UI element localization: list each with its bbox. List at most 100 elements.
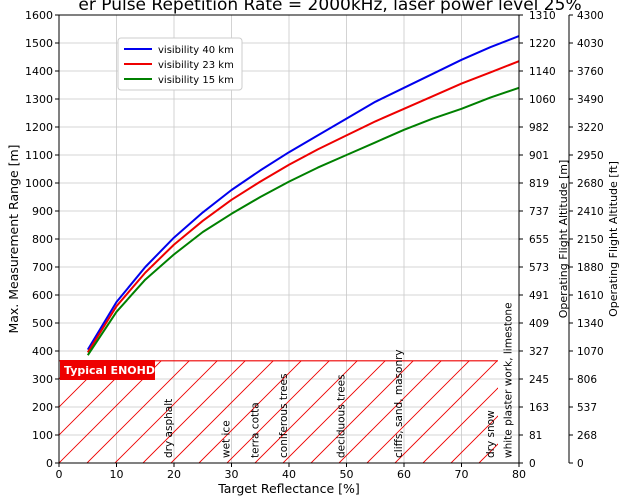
right-m-tick-label: 1060 bbox=[529, 94, 556, 106]
y-tick-label: 200 bbox=[32, 401, 53, 414]
hatch-line bbox=[478, 443, 498, 463]
right-ft-tick-label: 1340 bbox=[577, 318, 604, 330]
right-ft-tick-label: 2150 bbox=[577, 234, 604, 246]
right-m-tick-label: 491 bbox=[529, 290, 549, 302]
y-tick-label: 100 bbox=[32, 429, 53, 442]
surface-label: wet ice bbox=[221, 420, 233, 458]
x-tick-label: 40 bbox=[282, 468, 296, 481]
right-ft-tick-label: 4030 bbox=[577, 38, 604, 50]
right-m-tick-label: 409 bbox=[529, 318, 549, 330]
y-tick-label: 0 bbox=[46, 457, 53, 470]
right-m-tick-label: 1310 bbox=[529, 10, 556, 22]
y-tick-label: 1300 bbox=[25, 93, 53, 106]
y-axis-label: Max. Measurement Range [m] bbox=[6, 144, 21, 333]
hatch-line bbox=[282, 360, 386, 463]
hatch-line bbox=[114, 360, 218, 463]
y-tick-label: 400 bbox=[32, 345, 53, 358]
y-axis-ticks: 0 100 200 300 400 500 600 700 800 900 1000 1100 1200… bbox=[25, 9, 59, 470]
y-tick-label: 800 bbox=[32, 233, 53, 246]
legend: visibility 40 km visibility 23 km visibili… bbox=[117, 37, 243, 91]
hatch-line bbox=[450, 415, 498, 463]
hatch-line bbox=[226, 360, 330, 463]
right-ft-tick-label: 1880 bbox=[577, 262, 604, 274]
hatch-line bbox=[142, 360, 246, 463]
y-tick-label: 1500 bbox=[25, 37, 53, 50]
legend-entry: visibility 40 km bbox=[158, 45, 234, 56]
hatch-line bbox=[394, 360, 498, 463]
x-tick-label: 70 bbox=[455, 468, 469, 481]
series-line-2 bbox=[86, 60, 519, 353]
right-ft-tick-label: 1070 bbox=[577, 346, 604, 358]
right-ft-tick-label: 3490 bbox=[577, 94, 604, 106]
surface-label: terra cotta bbox=[249, 402, 261, 458]
right-ft-tick-label: 537 bbox=[577, 402, 597, 414]
enohd-label: Typical ENOHD bbox=[64, 364, 155, 377]
right-axis-ft-label: Operating Flight Altitude [ft] bbox=[607, 161, 620, 317]
right-m-tick-label: 0 bbox=[529, 458, 536, 470]
surface-label: deciduous trees bbox=[336, 374, 348, 458]
y-tick-label: 1400 bbox=[25, 65, 53, 78]
series-lines bbox=[86, 35, 519, 356]
x-axis-ticks: 0 10 20 30 40 50 60 70 80 bbox=[56, 463, 526, 481]
hatch-line bbox=[0, 361, 21, 463]
legend-entry: visibility 15 km bbox=[158, 75, 234, 86]
right-m-tick-label: 982 bbox=[529, 122, 549, 134]
right-ft-tick-label: 2950 bbox=[577, 150, 604, 162]
right-ft-tick-label: 4300 bbox=[577, 10, 604, 22]
right-ft-tick-label: 3760 bbox=[577, 66, 604, 78]
surface-label: coniferous trees bbox=[278, 374, 290, 459]
hatch-line bbox=[422, 387, 498, 463]
right-m-tick-label: 1140 bbox=[529, 66, 556, 78]
y-tick-label: 300 bbox=[32, 373, 53, 386]
hatch-line bbox=[338, 360, 442, 463]
right-ft-tick-label: 1610 bbox=[577, 290, 604, 302]
hatch-line bbox=[310, 360, 414, 463]
x-tick-label: 10 bbox=[110, 468, 124, 481]
y-tick-label: 1000 bbox=[25, 177, 53, 190]
y-tick-label: 900 bbox=[32, 205, 53, 218]
series-line-1 bbox=[86, 35, 519, 351]
x-tick-label: 20 bbox=[167, 468, 181, 481]
series-line-3 bbox=[86, 86, 519, 356]
right-ft-tick-label: 0 bbox=[577, 458, 584, 470]
right-m-tick-label: 819 bbox=[529, 178, 549, 190]
right-ft-tick-label: 2680 bbox=[577, 178, 604, 190]
y-tick-label: 600 bbox=[32, 289, 53, 302]
x-axis-label: Target Reflectance [%] bbox=[217, 481, 360, 496]
hatch-line bbox=[170, 360, 274, 463]
surface-label: dry asphalt bbox=[163, 399, 175, 458]
x-tick-label: 0 bbox=[56, 468, 63, 481]
right-ft-tick-label: 2410 bbox=[577, 206, 604, 218]
hatch-line bbox=[86, 360, 190, 463]
right-ft-tick-label: 806 bbox=[577, 374, 597, 386]
enohd-badge: Typical ENOHD bbox=[60, 360, 155, 380]
right-m-tick-label: 163 bbox=[529, 402, 549, 414]
y-tick-label: 1200 bbox=[25, 121, 53, 134]
legend-entry: visibility 23 km bbox=[158, 60, 234, 71]
chart-title: er Pulse Repetition Rate = 2000kHz, lase… bbox=[78, 0, 581, 15]
right-axis-ft-ticks: 0 268 537 806 1070 1340 1610 1880 2150 2410 2680 29… bbox=[569, 10, 604, 470]
y-tick-label: 500 bbox=[32, 317, 53, 330]
right-m-tick-label: 1220 bbox=[529, 38, 556, 50]
x-tick-label: 60 bbox=[397, 468, 411, 481]
y-tick-label: 700 bbox=[32, 261, 53, 274]
hatch-line bbox=[366, 360, 470, 463]
surface-label: white plaster work, limestone bbox=[502, 302, 514, 458]
right-m-tick-label: 81 bbox=[529, 430, 542, 442]
surface-label: dry snow bbox=[485, 410, 497, 458]
right-ft-tick-label: 268 bbox=[577, 430, 597, 442]
y-tick-label: 1600 bbox=[25, 9, 53, 22]
right-m-tick-label: 655 bbox=[529, 234, 549, 246]
x-tick-label: 30 bbox=[225, 468, 239, 481]
surface-label: cliffs, sand, masonry bbox=[393, 349, 405, 458]
y-tick-label: 1100 bbox=[25, 149, 53, 162]
hatch-line bbox=[254, 360, 358, 463]
x-tick-label: 50 bbox=[340, 468, 354, 481]
right-axis-m-ticks: 0 81 163 245 327 409 491 573 655 737 819 901 982 1060… bbox=[519, 10, 556, 470]
right-m-tick-label: 327 bbox=[529, 346, 549, 358]
x-tick-label: 80 bbox=[512, 468, 526, 481]
surface-labels: dry asphalt wet ice terra cotta coniferous … bbox=[163, 302, 514, 458]
right-m-tick-label: 573 bbox=[529, 262, 549, 274]
right-m-tick-label: 737 bbox=[529, 206, 549, 218]
